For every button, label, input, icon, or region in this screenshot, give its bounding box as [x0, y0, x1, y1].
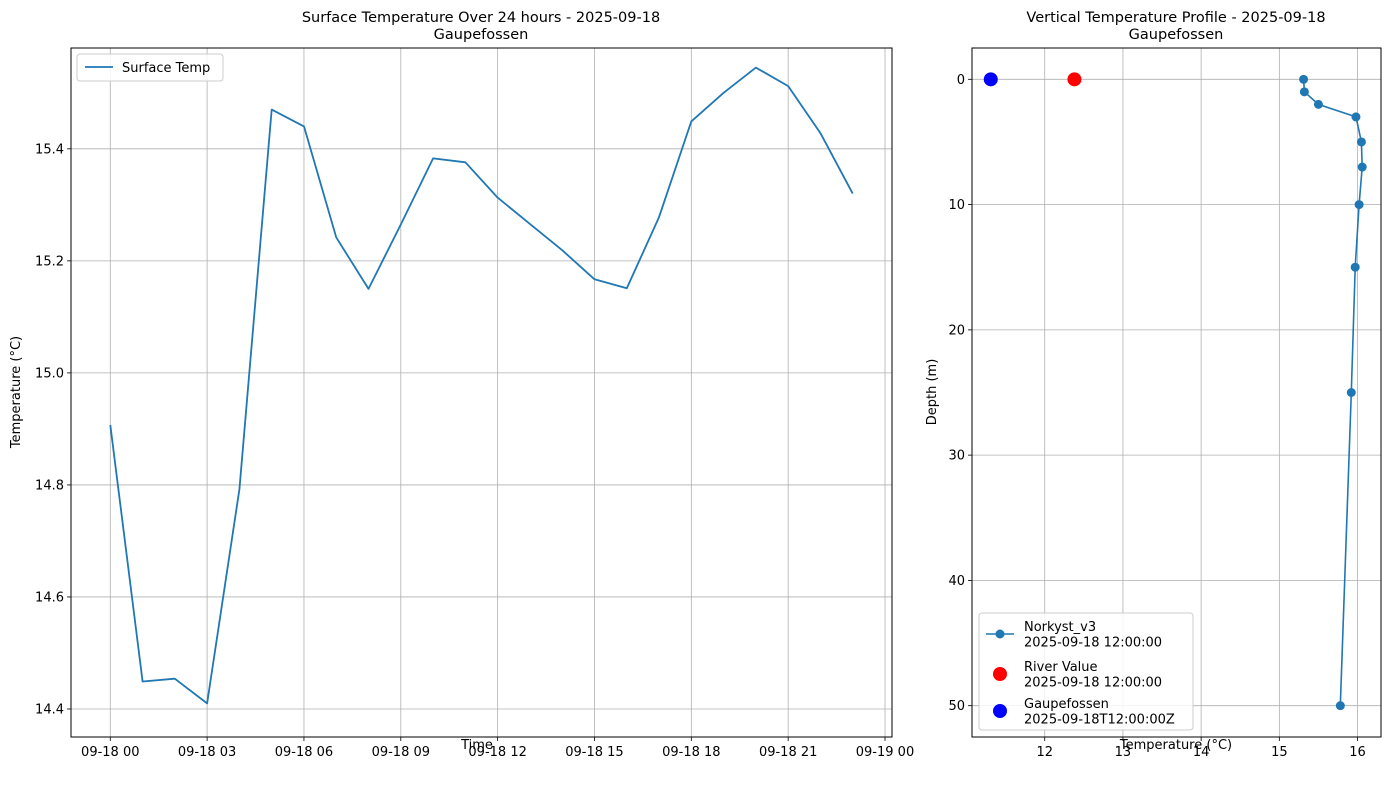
chart1-y-tick-label: 14.4	[35, 702, 64, 717]
chart1-legend-label: Surface Temp	[122, 61, 210, 76]
chart1-series	[109, 66, 854, 705]
chart2-x-tick-label: 15	[1271, 745, 1288, 760]
chart2-x-tick-label: 12	[1036, 745, 1053, 760]
chart2-legend-label-line: Norkyst_v3	[1024, 620, 1096, 635]
chart2-x-tick-label: 16	[1349, 745, 1366, 760]
chart1-title: Surface Temperature Over 24 hours - 2025…	[302, 10, 660, 26]
chart1-y-tick-label: 15.0	[35, 366, 64, 381]
chart2-river-value-point	[1067, 72, 1082, 87]
chart2-legend-label-line: 2025-09-18 12:00:00	[1024, 636, 1162, 651]
chart1-x-tick-label: 09-19 00	[856, 745, 914, 760]
chart1-x-tick-label: 09-18 06	[275, 745, 333, 760]
chart2-y-tick-label: 50	[948, 699, 965, 714]
chart1-x-tick-label: 09-18 21	[759, 745, 817, 760]
chart2-series	[983, 72, 1367, 711]
chart2-profile-point	[1299, 74, 1309, 84]
chart1-y-tick-label: 14.6	[35, 590, 64, 605]
chart1-grid	[71, 48, 892, 737]
chart1-x-tick-label: 09-18 12	[468, 745, 526, 760]
chart2-legend-swatch-dot	[993, 704, 1007, 718]
chart2-legend-swatch-dot	[993, 667, 1007, 681]
chart2-y-tick-label: 40	[948, 574, 965, 589]
chart2-profile-point	[1354, 200, 1364, 210]
chart1-axes-frame	[70, 47, 893, 738]
chart2-profile-point	[1313, 99, 1323, 109]
chart2-x-tick-label: 14	[1193, 745, 1210, 760]
chart2-profile-point	[1351, 112, 1361, 122]
chart1-x-tick-label: 09-18 00	[81, 745, 139, 760]
chart1-x-tick-label: 09-18 18	[662, 745, 720, 760]
chart2-legend-label-line: 2025-09-18 12:00:00	[1024, 676, 1162, 691]
chart2-axes-frame	[971, 47, 1382, 738]
chart2-profile-point	[1335, 701, 1345, 711]
chart2-profile-line	[1302, 79, 1364, 706]
chart2-y-tick-label: 10	[948, 198, 965, 213]
chart2-gaupefossen-point	[983, 72, 998, 87]
vertical-profile-chart: Vertical Temperature Profile - 2025-09-1…	[925, 10, 1382, 760]
chart1-legend-box	[76, 53, 224, 82]
chart2-y-tick-label: 30	[948, 449, 965, 464]
surface-temperature-chart: Surface Temperature Over 24 hours - 2025…	[9, 10, 914, 760]
chart2-legend-label-line: 2025-09-18T12:00:00Z	[1024, 713, 1175, 728]
chart2-x-tick-label: 13	[1115, 745, 1132, 760]
chart2-subtitle: Gaupefossen	[1129, 27, 1224, 43]
chart2-xlabel: Temperature (°C)	[1119, 738, 1232, 753]
chart2-legend-box	[978, 612, 1194, 731]
chart2-legend-label: River Value 2025-09-18 12:00:00	[1024, 660, 1162, 691]
chart1-series-line	[109, 66, 854, 705]
chart2-legend-swatch-marker	[995, 629, 1005, 639]
chart1-x-tick-label: 09-18 03	[178, 745, 236, 760]
chart1-subtitle: Gaupefossen	[434, 27, 529, 43]
chart2-title: Vertical Temperature Profile - 2025-09-1…	[1026, 10, 1325, 26]
chart2-y-tick-label: 0	[957, 73, 965, 88]
chart1-x-tick-label: 09-18 09	[372, 745, 430, 760]
chart2-legend-label: Gaupefossen 2025-09-18T12:00:00Z	[1024, 697, 1175, 728]
chart1-xlabel: Time	[460, 738, 493, 753]
chart1-y-tick-label: 14.8	[35, 478, 64, 493]
chart1-ticks: 09-18 00 09-18 03 09-18 06 09-18 09 09-18 12…	[35, 142, 914, 760]
chart2-y-tick-label: 20	[948, 323, 965, 338]
chart2-ticks: 12 13 14 15 16 0 10 20 30 40 50	[948, 73, 1365, 760]
chart2-legend-label-line: Gaupefossen	[1024, 697, 1109, 712]
chart1-ylabel: Temperature (°C)	[9, 336, 24, 449]
chart2-profile-point	[1299, 87, 1309, 97]
chart1-y-tick-label: 15.4	[35, 142, 64, 157]
chart1-y-tick-label: 15.2	[35, 254, 64, 269]
chart1-x-tick-label: 09-18 15	[565, 745, 623, 760]
chart2-profile-point	[1346, 388, 1356, 397]
chart2-profile-point	[1357, 162, 1367, 172]
chart2-profile-point	[1356, 137, 1366, 147]
chart2-legend-label-line: River Value	[1024, 660, 1098, 675]
chart2-ylabel: Depth (m)	[925, 359, 940, 426]
chart1-legend: Surface Temp	[76, 53, 224, 82]
chart2-profile-point	[1350, 262, 1360, 272]
chart2-legend-label: Norkyst_v3 2025-09-18 12:00:00	[1024, 620, 1162, 651]
